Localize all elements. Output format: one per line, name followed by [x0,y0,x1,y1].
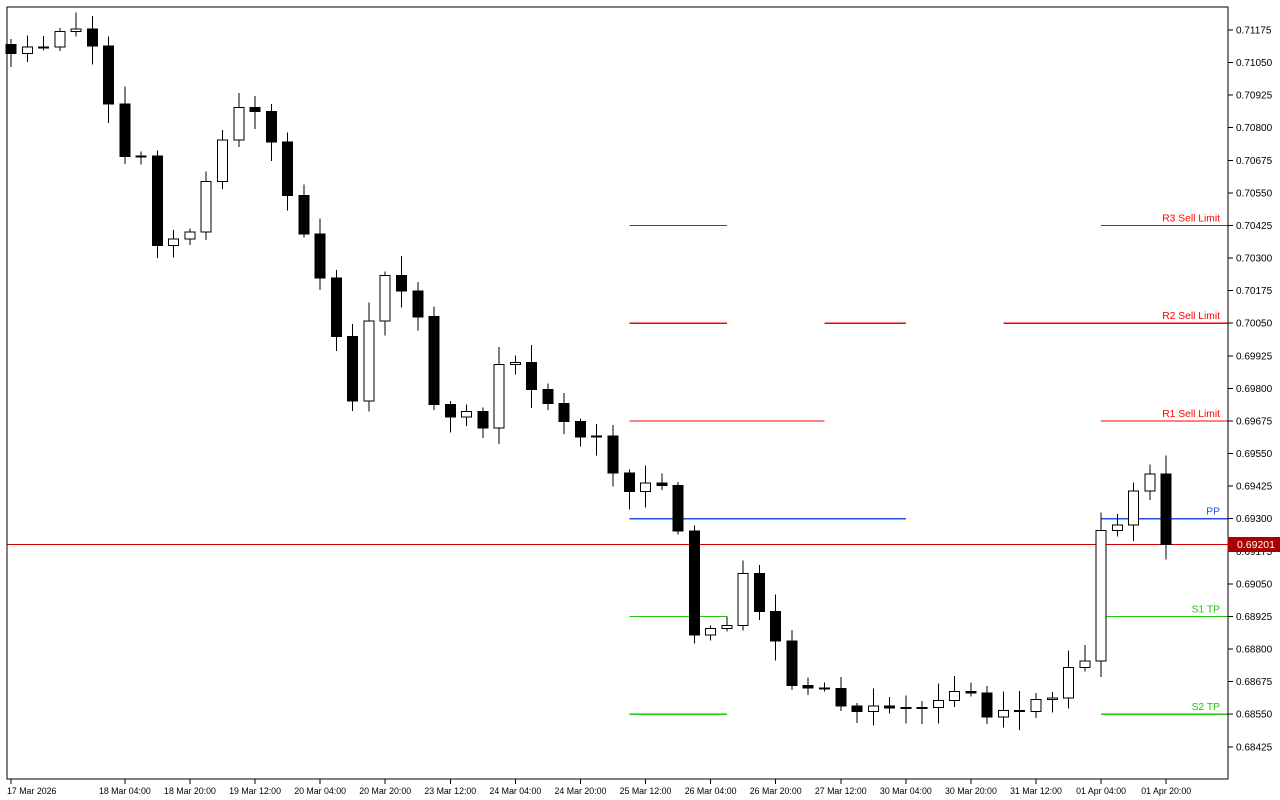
svg-text:0.70925: 0.70925 [1236,91,1273,102]
svg-text:26 Mar 04:00: 26 Mar 04:00 [685,786,737,796]
svg-text:26 Mar 20:00: 26 Mar 20:00 [750,786,802,796]
svg-text:20 Mar 20:00: 20 Mar 20:00 [359,786,411,796]
svg-text:20 Mar 04:00: 20 Mar 04:00 [294,786,346,796]
svg-text:0.70050: 0.70050 [1236,319,1273,330]
svg-text:0.69800: 0.69800 [1236,384,1273,395]
svg-text:0.68925: 0.68925 [1236,612,1273,623]
svg-text:0.68550: 0.68550 [1236,710,1273,721]
svg-text:0.69300: 0.69300 [1236,514,1273,525]
svg-text:0.68800: 0.68800 [1236,645,1273,656]
svg-text:0.70550: 0.70550 [1236,188,1273,199]
svg-text:24 Mar 20:00: 24 Mar 20:00 [555,786,607,796]
svg-text:0.69050: 0.69050 [1236,579,1273,590]
svg-text:0.69925: 0.69925 [1236,351,1273,362]
svg-text:01 Apr 04:00: 01 Apr 04:00 [1076,786,1126,796]
svg-text:23 Mar 12:00: 23 Mar 12:00 [424,786,476,796]
svg-text:0.70175: 0.70175 [1236,286,1273,297]
svg-text:25 Mar 12:00: 25 Mar 12:00 [620,786,672,796]
svg-text:R1 Sell Limit: R1 Sell Limit [1162,409,1220,420]
svg-text:0.70800: 0.70800 [1236,123,1273,134]
svg-text:18 Mar 20:00: 18 Mar 20:00 [164,786,216,796]
svg-text:0.68425: 0.68425 [1236,742,1273,753]
svg-text:0.69675: 0.69675 [1236,416,1273,427]
svg-text:R2 Sell Limit: R2 Sell Limit [1162,311,1220,322]
svg-text:31 Mar 12:00: 31 Mar 12:00 [1010,786,1062,796]
svg-text:S1 TP: S1 TP [1192,604,1221,615]
svg-text:30 Mar 20:00: 30 Mar 20:00 [945,786,997,796]
svg-text:24 Mar 04:00: 24 Mar 04:00 [489,786,541,796]
svg-text:PP: PP [1206,507,1220,518]
svg-text:0.71050: 0.71050 [1236,58,1273,69]
svg-text:27 Mar 12:00: 27 Mar 12:00 [815,786,867,796]
svg-text:0.68675: 0.68675 [1236,677,1273,688]
svg-text:01 Apr 20:00: 01 Apr 20:00 [1141,786,1191,796]
svg-text:0.70675: 0.70675 [1236,156,1273,167]
svg-text:0.69550: 0.69550 [1236,449,1273,460]
svg-text:18 Mar 04:00: 18 Mar 04:00 [99,786,151,796]
svg-text:19 Mar 12:00: 19 Mar 12:00 [229,786,281,796]
svg-text:17 Mar 2026: 17 Mar 2026 [7,786,56,796]
svg-text:0.69201: 0.69201 [1237,539,1275,551]
svg-text:0.71175: 0.71175 [1236,26,1272,37]
svg-text:R3 Sell Limit: R3 Sell Limit [1162,213,1220,224]
svg-text:30 Mar 04:00: 30 Mar 04:00 [880,786,932,796]
svg-text:S2 TP: S2 TP [1192,702,1221,713]
svg-text:0.70300: 0.70300 [1236,254,1273,265]
svg-text:0.70425: 0.70425 [1236,221,1273,232]
svg-text:0.69425: 0.69425 [1236,482,1273,493]
